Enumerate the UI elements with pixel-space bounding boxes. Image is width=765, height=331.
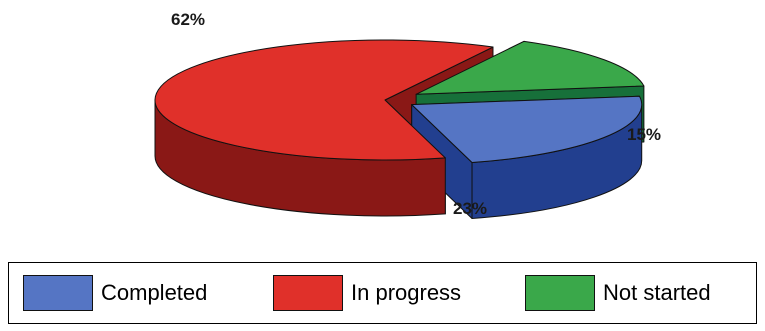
legend-label-not-started: Not started bbox=[603, 280, 711, 305]
pie-slice-top-not-started bbox=[415, 40, 645, 95]
legend-swatch-not-started bbox=[525, 275, 595, 311]
pie-slice-top-in-progress bbox=[154, 39, 494, 161]
legend-swatch-completed bbox=[23, 275, 93, 311]
legend-item-in-progress: In progress bbox=[273, 263, 461, 323]
legend-item-not-started: Not started bbox=[525, 263, 711, 323]
legend-label-in-progress: In progress bbox=[351, 280, 462, 305]
pie-slice-tops bbox=[154, 39, 645, 163]
data-label-not-started: 15% bbox=[627, 125, 661, 144]
pie-chart: 23% 62% 15% bbox=[154, 10, 661, 219]
data-label-in-progress: 62% bbox=[171, 10, 205, 29]
legend-item-completed: Completed bbox=[23, 263, 207, 323]
pie-data-labels: 23% 62% 15% bbox=[171, 10, 661, 218]
pie-slice-top-completed bbox=[411, 95, 643, 163]
legend-swatch-in-progress bbox=[273, 275, 343, 311]
legend-label-completed: Completed bbox=[101, 280, 208, 305]
chart-legend: Completed In progress Not started bbox=[8, 262, 757, 324]
data-label-completed: 23% bbox=[453, 199, 487, 218]
